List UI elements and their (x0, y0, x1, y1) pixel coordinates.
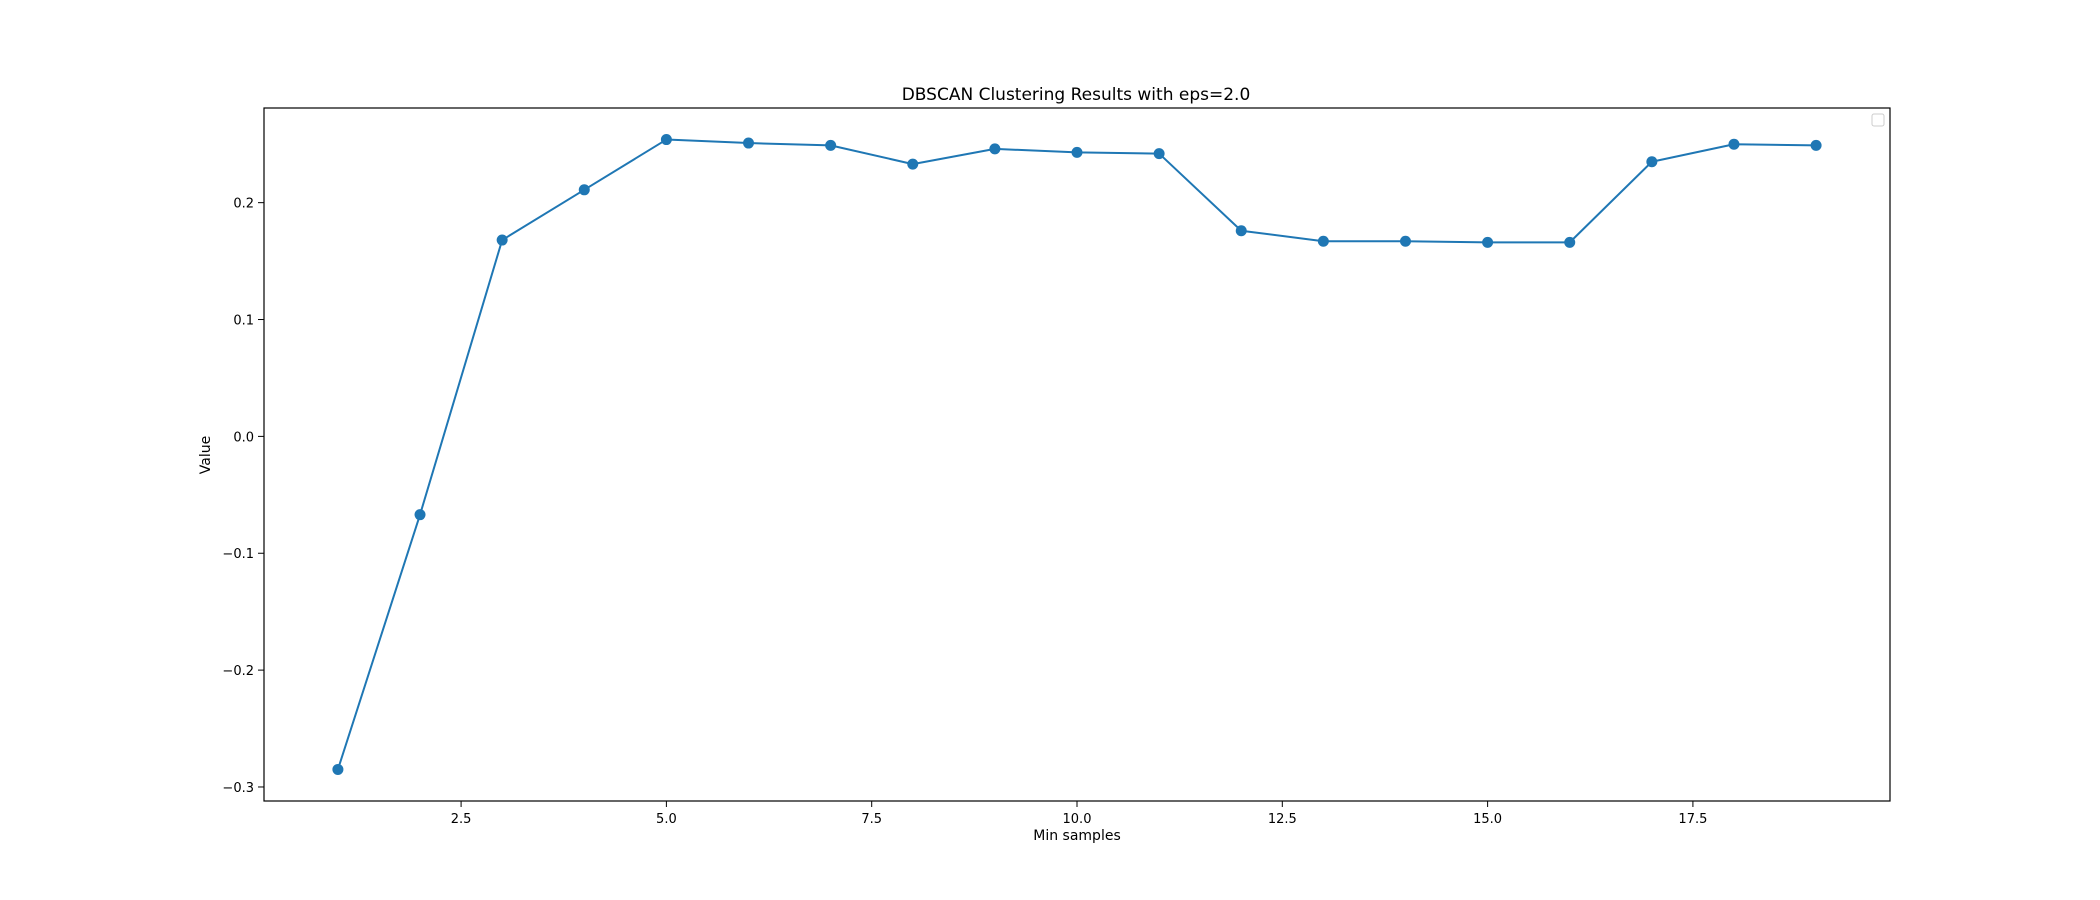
data-point (907, 158, 919, 170)
y-tick-label: 0.2 (233, 197, 254, 212)
data-point (1646, 156, 1658, 168)
x-tick-label: 17.5 (1678, 812, 1707, 827)
y-tick-label: 0.0 (233, 430, 254, 445)
plot-frame (263, 107, 1891, 802)
x-tick-label: 12.5 (1268, 812, 1297, 827)
x-tick-label: 7.5 (861, 812, 882, 827)
y-tick-label: −0.3 (222, 781, 254, 796)
data-point (660, 134, 672, 146)
x-tick-label: 15.0 (1473, 812, 1502, 827)
legend-box (1871, 113, 1885, 127)
data-point (825, 139, 837, 151)
data-point (414, 509, 426, 521)
data-point (1153, 148, 1165, 160)
data-point (1399, 235, 1411, 247)
data-point (1728, 138, 1740, 150)
data-point (1071, 146, 1083, 158)
x-tick-label: 5.0 (656, 812, 677, 827)
y-tick-label: −0.1 (222, 547, 254, 562)
x-tick-label: 10.0 (1063, 812, 1092, 827)
data-point (1810, 139, 1822, 151)
data-point (578, 184, 590, 196)
data-point (1482, 236, 1494, 248)
y-tick-label: −0.2 (222, 664, 254, 679)
data-point (496, 234, 508, 246)
data-point (332, 763, 344, 775)
x-tick-label: 2.5 (451, 812, 472, 827)
y-tick-label: 0.1 (233, 314, 254, 329)
data-point (1235, 225, 1247, 237)
data-point (1564, 236, 1576, 248)
plot-area: 2.5 5.0 7.5 10.0 12.5 15.0 17.5 −0.3 −0.2 −0.1 0.0… (222, 134, 1822, 827)
data-point (743, 137, 755, 149)
chart-title: DBSCAN Clustering Results with eps=2.0 (902, 85, 1251, 105)
x-axis-label: Min samples (1033, 828, 1121, 844)
y-axis-label: Value (198, 436, 214, 474)
data-point (1317, 235, 1329, 247)
data-point (989, 143, 1001, 155)
